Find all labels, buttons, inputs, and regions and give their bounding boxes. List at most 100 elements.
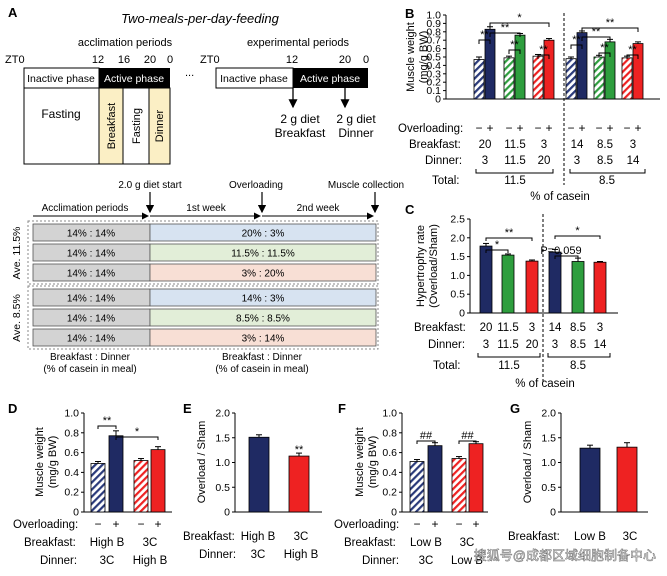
active-phase-bar-left bbox=[99, 68, 170, 88]
breakfast-value: High B bbox=[241, 531, 276, 543]
bar bbox=[451, 458, 467, 513]
bar bbox=[150, 449, 166, 513]
significance-label: * bbox=[135, 426, 140, 438]
acclimation-label: acclimation periods bbox=[78, 37, 173, 49]
bar bbox=[133, 460, 149, 513]
overloading-mark: + bbox=[112, 517, 119, 531]
tick-zt0-left: ZT0 bbox=[5, 54, 25, 66]
breakfast-value: 8.5 bbox=[597, 139, 613, 151]
dinner-value: 14 bbox=[627, 155, 640, 167]
tick-0-right: 0 bbox=[363, 54, 369, 66]
schedule-row-right-cell bbox=[149, 223, 377, 242]
y-tick-label: 0 bbox=[459, 308, 465, 320]
breakfast-value: 3 bbox=[541, 139, 547, 151]
dinner-value: 11.5 bbox=[504, 155, 526, 167]
dinner-value: Low B bbox=[451, 555, 483, 567]
tick-zt0-right: ZT0 bbox=[200, 54, 220, 66]
y-tick-label: 1.5 bbox=[450, 251, 465, 263]
breakfast-value: 3C bbox=[460, 537, 475, 549]
schedule-row-right-cell bbox=[149, 243, 377, 262]
significance-label: ** bbox=[606, 17, 615, 29]
dinner-row-label: Dinner: bbox=[425, 155, 462, 167]
footer-right-1: Breakfast : Dinner bbox=[222, 352, 303, 363]
dinner-value: 11.5 bbox=[497, 339, 519, 351]
bar bbox=[288, 455, 310, 513]
panel-a-letter: A bbox=[8, 5, 18, 20]
fasting-label-2: Fasting bbox=[131, 108, 143, 144]
breakfast-row-label: Breakfast: bbox=[508, 531, 560, 543]
overloading-mark: − bbox=[137, 517, 144, 531]
active-phase-bar-right bbox=[293, 68, 368, 88]
schedule-row-right-text: 8.5% : 8.5% bbox=[236, 314, 290, 325]
significance-label: ** bbox=[501, 22, 510, 34]
dinner-value: 8.5 bbox=[570, 339, 586, 351]
y-tick-label: 0.8 bbox=[382, 427, 397, 439]
watermark: 搜狐号@成都区域细胞制备中心 bbox=[474, 548, 656, 563]
significance-label: ## bbox=[420, 430, 433, 442]
active-phase-label-right: Active phase bbox=[300, 73, 360, 85]
bar bbox=[548, 251, 562, 314]
overloading-mark: − bbox=[595, 121, 602, 135]
week2-label: 2nd week bbox=[297, 203, 341, 214]
panel-letter: B bbox=[405, 6, 414, 21]
diet-dinner-1: 2 g diet bbox=[336, 112, 376, 126]
group-11-5-frame bbox=[27, 220, 379, 285]
experimental-label: experimental periods bbox=[247, 37, 350, 49]
bar bbox=[571, 261, 585, 314]
total-bracket bbox=[547, 353, 611, 358]
bar bbox=[473, 59, 485, 100]
overloading-mark: + bbox=[545, 121, 552, 135]
dinner-value: 3 bbox=[574, 155, 580, 167]
panel-letter: G bbox=[510, 401, 520, 416]
tick-20-right: 20 bbox=[339, 54, 351, 66]
y-tick-label: 0.5 bbox=[215, 482, 230, 494]
bar bbox=[579, 447, 601, 513]
panel-a: A Two-meals-per-day-feeding acclimation … bbox=[5, 5, 376, 165]
bar bbox=[525, 260, 539, 314]
significance-label: ** bbox=[505, 227, 514, 239]
y-tick-label: 1.0 bbox=[541, 457, 556, 469]
y-axis-label: Overload / Sham bbox=[522, 421, 534, 504]
total-bracket bbox=[569, 169, 646, 174]
tick-12-left: 12 bbox=[92, 54, 104, 66]
breakfast-value: Low B bbox=[574, 531, 606, 543]
breakfast-value: 3 bbox=[597, 322, 603, 334]
significance-label: ** bbox=[510, 39, 519, 51]
dinner-row-label: Dinner: bbox=[428, 339, 465, 351]
bar bbox=[503, 57, 515, 100]
schedule-row-left-text: 14% : 14% bbox=[67, 294, 115, 305]
schedule-row-right-text: 3% : 20% bbox=[242, 269, 285, 280]
significance-bracket bbox=[97, 425, 117, 429]
y-tick-label: 0.8 bbox=[426, 26, 441, 38]
schedule-row-left-text: 14% : 14% bbox=[67, 269, 115, 280]
collection-label: Muscle collection bbox=[328, 180, 404, 191]
dinner-value: 3C bbox=[419, 555, 434, 567]
overloading-mark: + bbox=[516, 121, 523, 135]
breakfast-value: 14 bbox=[549, 322, 562, 334]
overloading-mark: + bbox=[578, 121, 585, 135]
overloading-mark: − bbox=[94, 517, 101, 531]
panel-letter: E bbox=[183, 401, 192, 416]
breakfast-label: Breakfast bbox=[106, 103, 118, 149]
chart-b: B 00.10.20.30.40.50.60.70.80.91.0 Muscle w… bbox=[398, 6, 660, 203]
y-axis-label: (mg/g BW) bbox=[418, 31, 430, 84]
overloading-mark: + bbox=[606, 121, 613, 135]
y-tick-label: 0.4 bbox=[426, 60, 441, 72]
dinner-label: Dinner bbox=[154, 109, 166, 142]
dinner-value: 3 bbox=[482, 155, 488, 167]
y-tick-label: 0 bbox=[435, 94, 441, 106]
significance-label: ** bbox=[295, 444, 304, 456]
significance-bracket bbox=[554, 255, 579, 259]
significance-label: ** bbox=[592, 26, 601, 38]
y-tick-label: 1.0 bbox=[426, 10, 441, 22]
significance-bracket bbox=[626, 54, 639, 59]
significance-bracket bbox=[478, 39, 491, 44]
chart-d: D 0 0.2 0.4 0.6 0.8 1.0 Muscle weight (mg/g BW) *… bbox=[8, 401, 172, 567]
schedule-row-right-text: 14% : 3% bbox=[242, 294, 285, 305]
y-tick-label: 0.4 bbox=[64, 467, 79, 479]
ellipsis: ... bbox=[185, 67, 194, 79]
schedule-row-left-text: 14% : 14% bbox=[67, 314, 115, 325]
overloading-mark: + bbox=[154, 517, 161, 531]
dinner-value: 3C bbox=[100, 555, 115, 567]
schedule-row-right-text: 3% : 14% bbox=[242, 334, 285, 345]
